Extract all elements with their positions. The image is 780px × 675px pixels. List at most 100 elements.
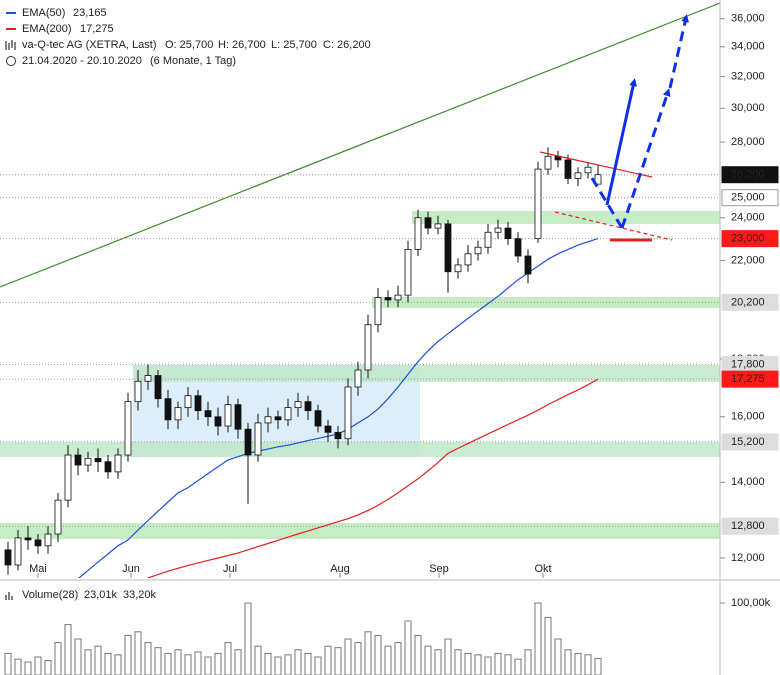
y-tick-label: 30,000 — [731, 102, 765, 114]
y-tick-label: 24,000 — [731, 212, 765, 224]
candle-body — [584, 166, 592, 174]
volume-bar — [24, 661, 32, 675]
volume-bar — [164, 652, 172, 675]
volume-bar — [404, 620, 412, 675]
candle-body — [104, 461, 112, 473]
x-tick-label: Jul — [223, 563, 237, 575]
candle-body — [244, 428, 252, 456]
y-tick-label: 12,000 — [731, 552, 765, 564]
legend-value: 23,165 — [73, 7, 107, 19]
y-tick-label: 16,000 — [731, 411, 765, 423]
volume-bar — [234, 649, 242, 675]
x-tick-label: Okt — [534, 563, 551, 575]
volume-bar — [434, 649, 442, 675]
candle-body — [274, 416, 282, 421]
dash-arrow — [590, 177, 624, 229]
support-zone — [0, 442, 720, 457]
volume-bar — [214, 652, 222, 675]
candle-body — [134, 380, 142, 403]
candle-body — [384, 297, 392, 301]
candle-body — [234, 404, 242, 430]
price-axis: 12,00014,00016,00018,00022,00024,00028,0… — [720, 13, 779, 564]
volume-bar — [334, 647, 342, 675]
volume-bar — [144, 642, 152, 675]
volume-bar — [364, 631, 372, 675]
volume-bar — [424, 645, 432, 675]
price-label: 17,275 — [731, 373, 765, 385]
volume-bar — [104, 652, 112, 675]
y-tick-label: 14,000 — [731, 476, 765, 488]
candle-body — [414, 217, 422, 250]
candle-body — [574, 172, 582, 179]
price-label-box — [721, 517, 779, 535]
candle-body — [174, 407, 182, 421]
volume-bar — [454, 649, 462, 675]
volume-bar — [224, 642, 232, 675]
candle-body — [284, 407, 292, 421]
volume-average: 33,20k — [123, 589, 157, 601]
candle-body — [304, 401, 312, 412]
candle-body — [64, 454, 72, 501]
candle-body — [544, 155, 552, 170]
volume-bar — [564, 649, 572, 675]
candle-body — [354, 369, 362, 388]
volume-bar — [504, 654, 512, 675]
y-tick-label: 22,000 — [731, 254, 765, 266]
legend-label: EMA(200) — [22, 23, 72, 35]
trend-line — [0, 2, 721, 288]
candle-body — [504, 227, 512, 240]
price-label-box — [721, 433, 779, 451]
volume-bar — [394, 642, 402, 675]
candle-body — [474, 246, 482, 255]
volume-bar — [444, 638, 452, 675]
support-zone — [0, 523, 720, 539]
instrument: va-Q-tec AG (XETRA, Last) — [22, 39, 156, 51]
volume-bar — [354, 642, 362, 675]
x-tick-label: Aug — [330, 563, 350, 575]
volume-bar — [54, 642, 62, 675]
candle-body — [254, 422, 262, 456]
date-range: 21.04.2020 - 20.10.2020 — [22, 55, 142, 67]
volume-bar — [304, 652, 312, 675]
resistance-line — [539, 151, 653, 178]
price-label-box — [721, 230, 779, 248]
ohlc: L: 25,700 — [271, 39, 317, 51]
candle-body — [324, 425, 332, 433]
candle-body — [114, 454, 122, 473]
volume-label: Volume(28) — [22, 589, 78, 601]
candle-body — [34, 539, 42, 547]
volume-bar — [124, 634, 132, 675]
volume-bar — [84, 649, 92, 675]
candle-body — [434, 223, 442, 229]
price-label-box — [721, 293, 779, 311]
candle-body — [484, 231, 492, 248]
volume-bar — [534, 602, 542, 675]
volume-last: 23,01k — [84, 589, 118, 601]
volume-bar — [544, 616, 552, 675]
volume-bar — [514, 658, 522, 675]
support-zone — [412, 211, 720, 224]
volume-bar — [254, 645, 262, 675]
volume-bar — [474, 654, 482, 675]
volume-bar — [204, 656, 212, 675]
volume-bar — [114, 654, 122, 675]
ema-line — [147, 378, 599, 578]
ohlc: H: 26,700 — [218, 39, 266, 51]
candle-body — [224, 404, 232, 427]
volume-bar — [74, 638, 82, 675]
candle-body — [14, 537, 22, 566]
price-label-box — [721, 370, 779, 388]
candle-body — [74, 454, 82, 466]
candle-body — [144, 375, 152, 382]
y-tick-label: 28,000 — [731, 136, 765, 148]
volume-bar — [274, 656, 282, 675]
volume-bar — [34, 656, 42, 675]
price-label: 15,200 — [731, 436, 765, 448]
candle-body — [464, 253, 472, 266]
candle-body — [184, 395, 192, 409]
volume-bar — [524, 649, 532, 675]
volume-bar — [584, 654, 592, 675]
volume-bar — [384, 645, 392, 675]
annotations — [539, 14, 690, 242]
